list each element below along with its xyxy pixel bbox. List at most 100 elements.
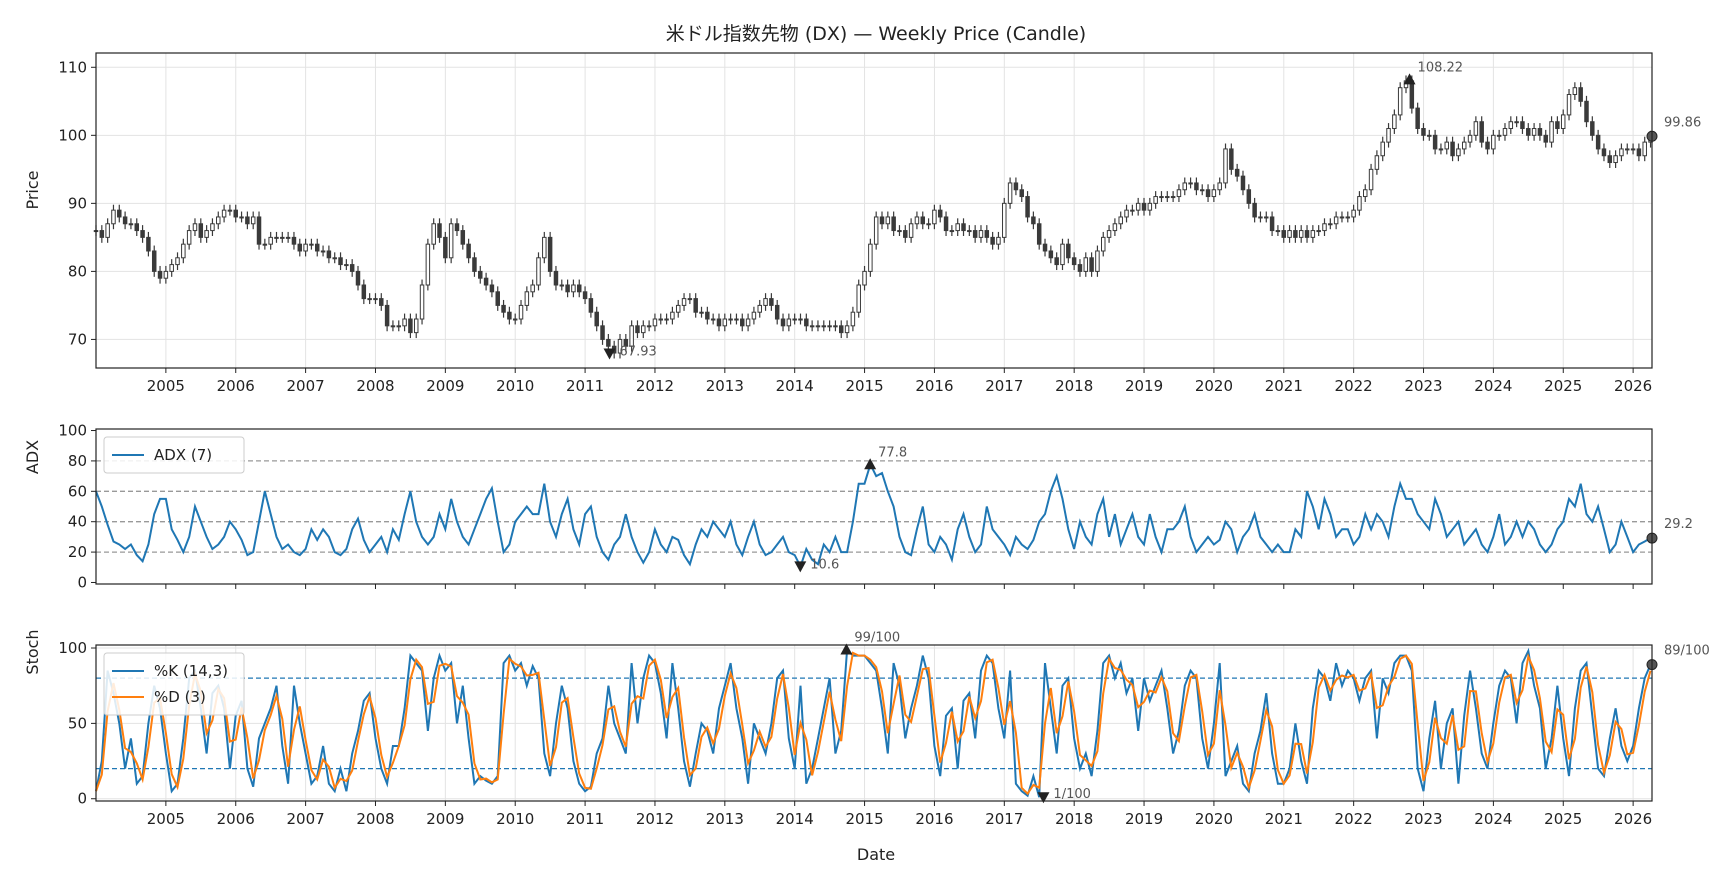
x-tick-label: 2014 bbox=[776, 377, 814, 395]
x-tick-label: 2026 bbox=[1614, 377, 1652, 395]
candle bbox=[332, 257, 337, 260]
y-axis-label-stoch: Stoch bbox=[23, 629, 42, 674]
candle bbox=[850, 311, 856, 327]
candle bbox=[1380, 141, 1385, 157]
candle bbox=[1363, 189, 1368, 198]
candle bbox=[576, 284, 582, 293]
candle bbox=[1205, 189, 1211, 198]
series-line-k bbox=[95, 647, 1652, 798]
candle bbox=[961, 223, 966, 232]
candle bbox=[1165, 196, 1170, 199]
candle bbox=[1584, 100, 1589, 123]
min-marker-icon bbox=[1037, 792, 1050, 804]
candle bbox=[1531, 128, 1537, 136]
candle bbox=[873, 216, 879, 245]
candle bbox=[1508, 121, 1514, 130]
candle bbox=[122, 216, 128, 225]
candle bbox=[1345, 216, 1351, 219]
candle bbox=[349, 264, 355, 272]
candle bbox=[256, 216, 262, 245]
candle bbox=[1246, 189, 1252, 204]
legend-box bbox=[103, 652, 245, 716]
adx-panel: 0 20 40 60 80 100 ADX (7) 77.8 10.6 29.2 bbox=[58, 422, 1693, 592]
candle bbox=[693, 298, 698, 313]
candle bbox=[221, 209, 227, 218]
candle bbox=[483, 277, 489, 286]
x-tick-label: 2026 bbox=[1614, 810, 1652, 828]
candle bbox=[1135, 202, 1141, 211]
candle bbox=[309, 243, 314, 246]
x-tick-label: 2008 bbox=[356, 377, 394, 395]
candle bbox=[198, 223, 204, 238]
candle bbox=[1002, 202, 1007, 238]
x-tick-label: 2005 bbox=[147, 377, 185, 395]
min-marker-icon bbox=[794, 561, 807, 573]
y-tick-label: 0 bbox=[77, 573, 87, 591]
plot-frame bbox=[95, 52, 1653, 369]
candle bbox=[1054, 257, 1059, 266]
candle bbox=[501, 304, 506, 313]
candle bbox=[111, 209, 116, 225]
candle bbox=[1031, 216, 1036, 225]
candle bbox=[1496, 134, 1502, 137]
candle bbox=[664, 318, 669, 321]
candle bbox=[716, 318, 722, 327]
candle bbox=[443, 236, 448, 259]
candle bbox=[303, 243, 308, 252]
candle bbox=[769, 298, 774, 306]
candle bbox=[1101, 236, 1106, 252]
candle bbox=[908, 223, 914, 238]
candle bbox=[344, 264, 349, 267]
candle bbox=[885, 216, 891, 225]
candle bbox=[1560, 114, 1566, 130]
x-tick-label: 2014 bbox=[776, 810, 814, 828]
max-marker-icon bbox=[840, 643, 853, 655]
candle bbox=[705, 311, 710, 320]
candle bbox=[175, 257, 180, 266]
candle bbox=[518, 304, 524, 320]
candle bbox=[809, 325, 815, 328]
x-tick-label: 2015 bbox=[845, 377, 883, 395]
candle bbox=[1066, 243, 1071, 259]
x-tick-label: 2020 bbox=[1195, 377, 1233, 395]
candle bbox=[1619, 148, 1624, 157]
candle bbox=[1153, 196, 1158, 204]
x-tick-label: 2006 bbox=[217, 377, 255, 395]
max-marker-icon bbox=[1403, 73, 1416, 85]
candle bbox=[588, 298, 594, 313]
y-tick-label: 80 bbox=[68, 452, 87, 470]
candle bbox=[402, 318, 407, 327]
candle bbox=[844, 325, 850, 334]
candle bbox=[245, 216, 250, 225]
candle bbox=[1293, 230, 1298, 238]
x-tick-label: 2017 bbox=[985, 377, 1023, 395]
candle bbox=[675, 304, 681, 313]
candle bbox=[1188, 182, 1193, 185]
candle bbox=[1310, 230, 1316, 238]
candle bbox=[1444, 141, 1450, 150]
candle bbox=[542, 236, 547, 259]
candle bbox=[536, 257, 541, 286]
y-tick-label: 90 bbox=[68, 194, 87, 212]
y-axis-label-adx: ADX bbox=[23, 440, 42, 474]
candle bbox=[314, 243, 320, 252]
x-tick-label: 2008 bbox=[356, 810, 394, 828]
candle bbox=[1578, 87, 1583, 102]
candle bbox=[291, 236, 297, 245]
candle bbox=[879, 216, 885, 225]
candle bbox=[780, 318, 786, 327]
candle bbox=[710, 318, 716, 321]
candle bbox=[617, 338, 623, 354]
candle bbox=[745, 318, 751, 327]
x-tick-label: 2013 bbox=[706, 377, 744, 395]
candle bbox=[821, 325, 827, 328]
candle bbox=[658, 318, 664, 321]
candle bbox=[99, 230, 105, 238]
candle bbox=[920, 216, 926, 225]
candle bbox=[937, 209, 943, 218]
max-annotation: 99/100 bbox=[854, 631, 900, 646]
candle bbox=[728, 318, 733, 321]
candle bbox=[1025, 196, 1030, 218]
x-tick-label: 2010 bbox=[496, 810, 534, 828]
x-tick-label: 2010 bbox=[496, 377, 534, 395]
